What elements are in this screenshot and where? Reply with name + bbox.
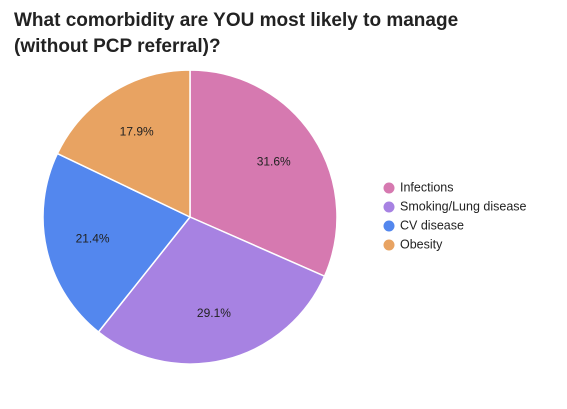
legend-swatch xyxy=(383,201,395,213)
pie-data-label: 31.6% xyxy=(257,155,291,169)
legend-swatch xyxy=(383,182,395,194)
pie-slice-cv-disease xyxy=(42,152,192,334)
legend-label: Infections xyxy=(400,180,454,194)
pie-slices xyxy=(42,69,338,365)
legend-label: CV disease xyxy=(400,218,464,232)
chart-title: What comorbidity are YOU most likely to … xyxy=(14,10,459,57)
pie-data-label: 29.1% xyxy=(197,306,231,320)
pie-data-label: 21.4% xyxy=(76,232,110,246)
pie-data-label: 17.9% xyxy=(120,125,154,139)
legend-swatch xyxy=(383,220,395,232)
legend: Infections Smoking/Lung disease CV disease… xyxy=(383,180,527,251)
legend-label: Obesity xyxy=(400,237,443,251)
pie-slice-obesity xyxy=(56,69,191,219)
legend-swatch xyxy=(383,239,395,251)
pie-slice-infections xyxy=(189,69,338,278)
legend-label: Smoking/Lung disease xyxy=(400,199,527,213)
pie-data-labels: 31.6% 29.1% 21.4% 17.9% xyxy=(76,125,291,321)
pie-slice-smoking-lung-disease xyxy=(97,216,326,365)
